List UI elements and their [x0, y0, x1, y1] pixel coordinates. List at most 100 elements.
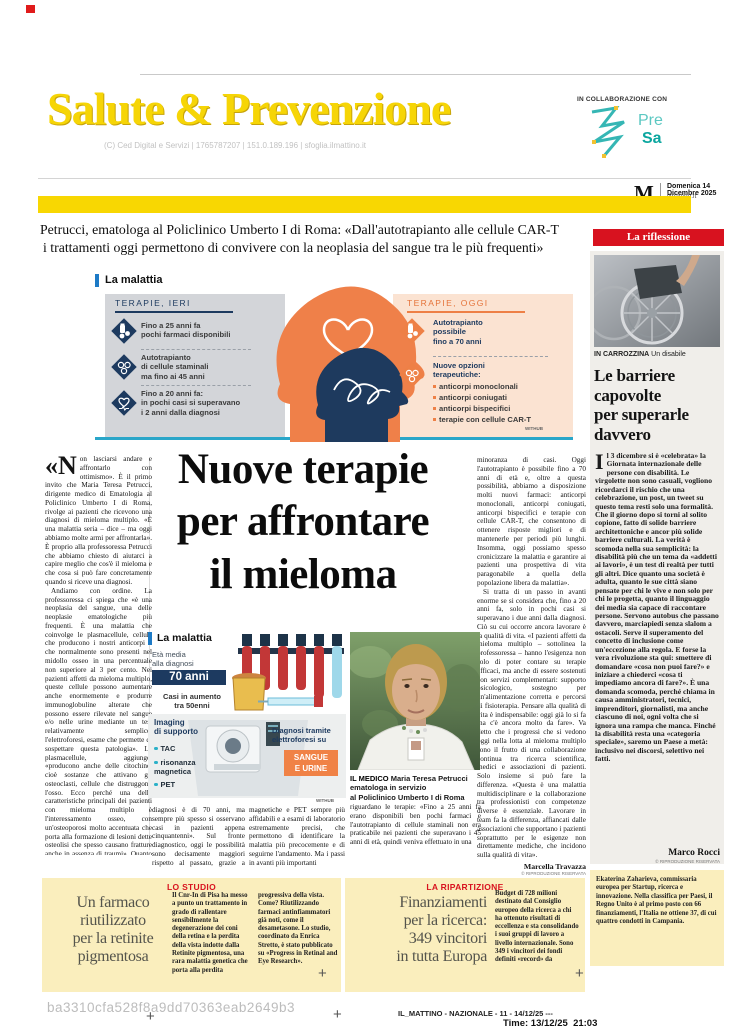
copyright-notice: © RIPRODUZIONE RISERVATA	[655, 859, 720, 864]
presa-brand-pre: Pre	[638, 112, 663, 129]
study-text-col1: Il Cnr-In di Pisa ha messo a punto un tr…	[172, 892, 248, 974]
infographic-therapies: La malattia TERAPIE, IERI Fino a 25 anni…	[95, 274, 573, 442]
therapy-item: Autotrapianto possibile fino a 70 anni	[433, 318, 483, 346]
collaboration-label: IN COLLABORAZIONE CON	[577, 96, 668, 103]
diagnosis-label: Diagnosi tramite elettroforesi su	[272, 726, 331, 744]
cells-icon	[111, 354, 137, 380]
lab-illustration-icon	[188, 634, 344, 796]
infographic-diagnosis: La malattia Età media alla diagnosi 70 a…	[148, 630, 346, 806]
imaging-item: TAC	[154, 744, 175, 753]
funding-headline: Finanziamenti per la ricerca: 349 vincit…	[396, 894, 487, 965]
therapy-item: Nuove opzioni terapeutiche:	[433, 361, 485, 380]
age-value-badge: 70 anni	[152, 670, 226, 685]
portrait-illustration-icon	[350, 632, 480, 770]
registration-mark: +	[146, 1008, 155, 1025]
registration-mark: +	[318, 965, 327, 982]
imaging-item: risonanza magnetica	[154, 758, 196, 776]
panel-therapies-today	[393, 294, 573, 437]
study-text-col2: progressiva della vista. Come? Riutilizz…	[258, 892, 338, 966]
section-title: Salute & Prevenzione	[47, 83, 451, 134]
edition-slug: IL_MATTINO - NAZIONALE - 11 - 14/12/25 -…	[398, 1009, 553, 1018]
therapy-bullet: anticorpi bispecifici	[433, 404, 510, 413]
bullet-dot	[154, 782, 158, 786]
reflection-kicker: La riflessione	[593, 229, 724, 246]
bullet-dot	[433, 407, 436, 410]
imaging-item: PET	[154, 780, 175, 789]
heart-monitor-icon	[111, 390, 137, 416]
pills-icon	[111, 318, 137, 344]
drop-cap: «N	[45, 455, 77, 480]
funding-box: LA RIPARTIZIONE Finanziamenti per la ric…	[345, 878, 585, 992]
cases-note: Casi in aumento tra 50enni	[163, 692, 221, 710]
edition-date: Domenica 14 Dicembre 2025	[667, 183, 717, 197]
imaging-title: Imaging di supporto	[154, 718, 198, 736]
therapy-item: Fino a 20 anni fa: in pochi casi si supe…	[141, 389, 241, 417]
kicker-bar	[148, 632, 152, 645]
top-rule	[140, 74, 691, 75]
article-column-2b: magnetiche e PET sempre più affidabili e…	[249, 806, 345, 867]
photo-caption: IL MEDICO Maria Teresa Petrucci ematolog…	[350, 774, 468, 802]
dashed-divider	[141, 349, 251, 350]
registration-mark: +	[575, 965, 584, 982]
title-underline	[115, 311, 233, 313]
bullet-dot	[433, 418, 436, 421]
dashed-divider	[433, 356, 548, 357]
title-underline	[407, 311, 525, 313]
standfirst-line2: i trattamenti oggi permettono di convive…	[43, 240, 544, 255]
print-timestamp: Time: 13/12/25 21:03	[503, 1018, 598, 1029]
standfirst-line1: Petrucci, ematologa al Policlinico Umber…	[40, 222, 559, 237]
study-kicker: LO STUDIO	[167, 882, 216, 892]
registration-mark: +	[333, 1006, 342, 1023]
article-column-2a: diagnosi è di 70 anni, ma sempre più spe…	[152, 806, 245, 868]
section-color-bar	[38, 196, 691, 213]
pills-icon	[399, 318, 425, 344]
infographic-kicker: La malattia	[157, 632, 212, 644]
dashed-divider	[141, 385, 251, 386]
reflection-headline: Le barriere capovolte per superarle davv…	[594, 366, 689, 444]
article-column-3: riguardano le terapie: «Fino a 25 anni f…	[350, 803, 481, 847]
wheelchair-photo	[594, 255, 720, 347]
therapy-bullet: terapie con cellule CAR-T	[433, 415, 531, 424]
therapy-bullet: anticorpi coniugati	[433, 393, 507, 402]
funding-box-right: Ekaterina Zaharieva, commissaria europea…	[590, 870, 724, 966]
bullet-dot	[154, 746, 158, 750]
masthead-divider	[660, 183, 661, 204]
funding-kicker: LA RIPARTIZIONE	[426, 882, 504, 892]
article-column-1: «N on lasciarsi andare e affrontarlo con …	[45, 455, 152, 855]
infographic-credit: WITHUB	[525, 426, 543, 431]
print-hash: ba3310cfa528f8a9dd70363eab2649b3	[47, 1000, 295, 1015]
caption-kicker: IN CARROZZINA	[594, 351, 650, 358]
bullet-dot	[154, 760, 158, 764]
column-rule	[149, 458, 150, 850]
watermark-text: (C) Ced Digital e Servizi | 1765787207 |…	[104, 141, 366, 150]
header-rule	[38, 178, 691, 179]
doctor-photo	[350, 632, 480, 770]
copyright-notice: © RIPRODUZIONE RISERVATA	[521, 871, 586, 877]
article-byline: Marcella Travazza	[523, 861, 586, 871]
funding-text-col2: Ekaterina Zaharieva, commissaria europea…	[596, 876, 717, 926]
therapy-item: Autotrapianto di cellule staminali ma fi…	[141, 353, 209, 381]
funding-text-col1: Budget di 728 milioni destinato dal Cons…	[495, 890, 579, 964]
diagnosis-value-badge: SANGUE E URINE	[284, 750, 338, 776]
age-label: Età media alla diagnosi	[152, 650, 194, 668]
drop-cap: I	[595, 452, 604, 474]
therapy-bullet: anticorpi monoclonali	[433, 382, 518, 391]
reflection-byline: Marco Rocci	[668, 848, 720, 858]
infographic-credit: WITHUB	[316, 798, 334, 803]
caption-kicker: IL MEDICO	[350, 774, 389, 783]
presa-logo-icon	[591, 106, 625, 158]
article-headline: Nuove terapie per affrontare il mieloma	[176, 446, 430, 598]
article-column-4: minoranza di casi. Oggi l'autotrapianto …	[477, 456, 586, 877]
infographic-kicker: La malattia	[105, 274, 163, 286]
therapies-yesterday-title: TERAPIE, IERI	[115, 298, 191, 308]
presa-brand-sa: Sa	[642, 130, 662, 147]
therapies-today-title: TERAPIE, OGGI	[407, 298, 489, 308]
study-box: LO STUDIO Un farmaco riutilizzato per la…	[42, 878, 341, 992]
bullet-dot	[433, 385, 436, 388]
photo-caption: IN CARROZZINA Un disabile	[594, 351, 686, 358]
cells-icon	[399, 362, 425, 388]
therapy-item: Fino a 25 anni fa pochi farmaci disponib…	[141, 321, 231, 340]
reflection-panel	[590, 251, 724, 864]
